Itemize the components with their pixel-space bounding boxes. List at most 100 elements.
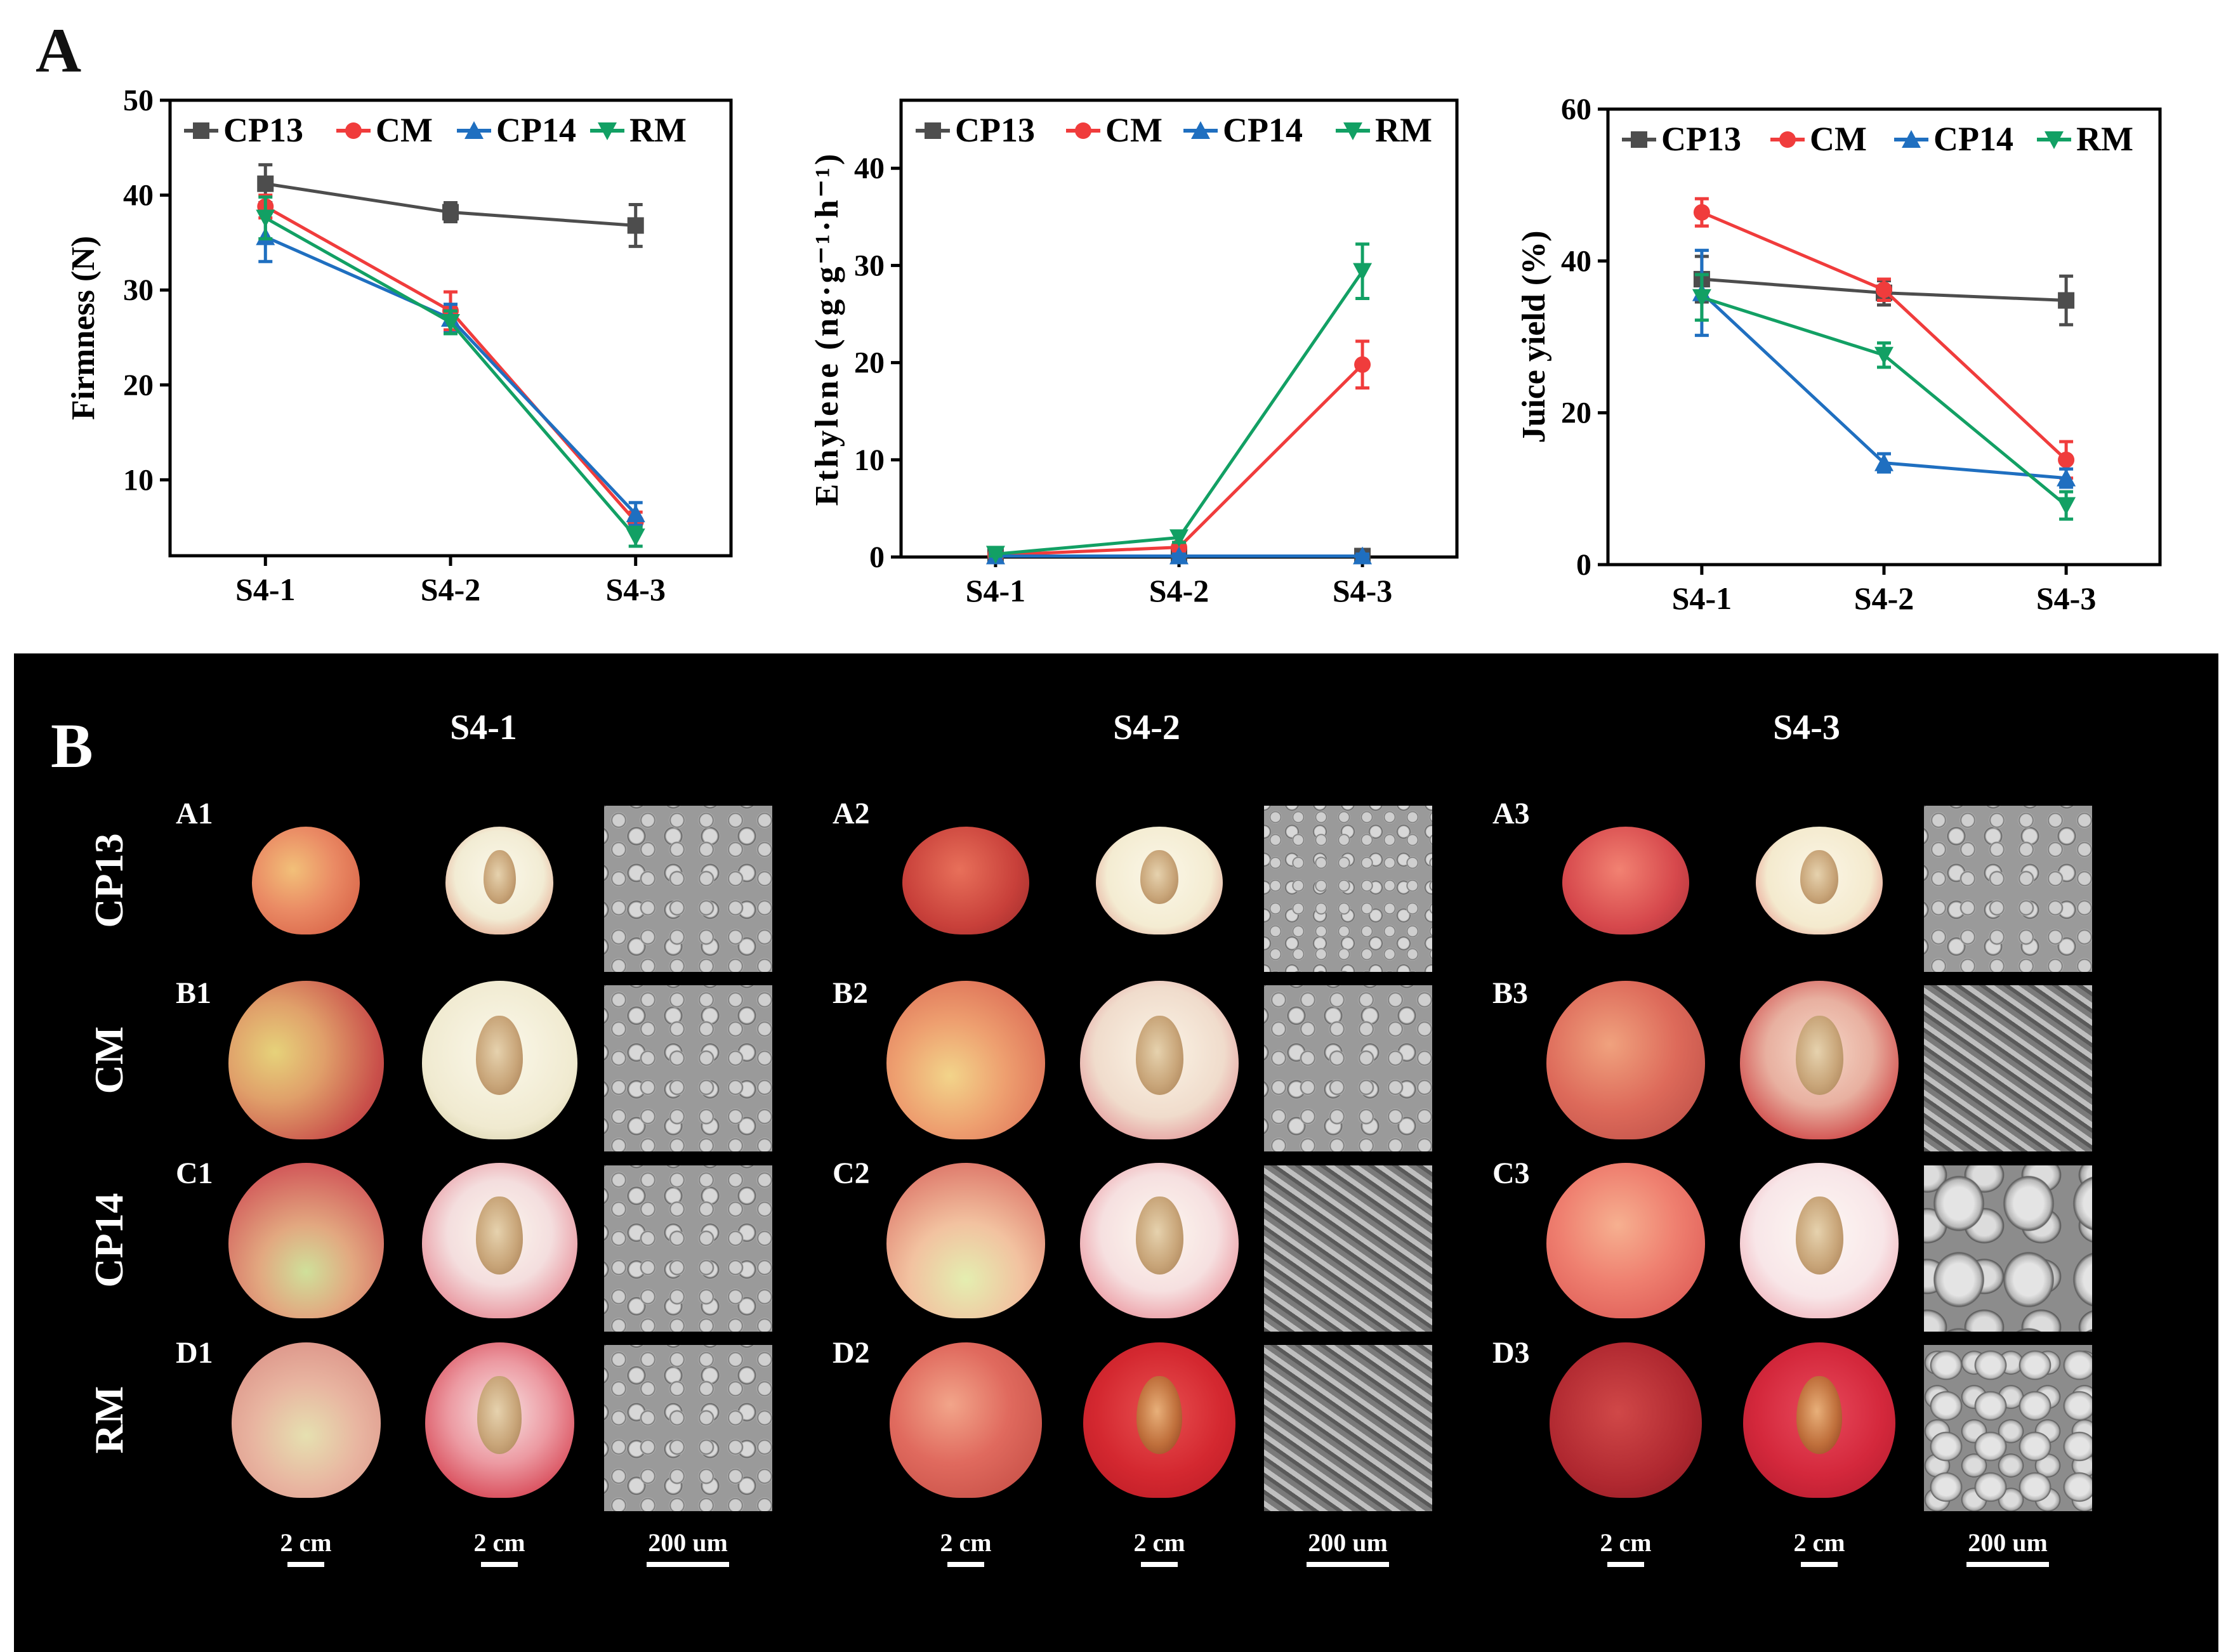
halved-fruit-photo xyxy=(1740,1162,1899,1318)
row-label-cp13: CP13 xyxy=(86,833,131,928)
data-point xyxy=(1353,546,1373,565)
y-axis-label: Ethylene (ng·g⁻¹·h⁻¹) xyxy=(809,152,845,506)
sem-micrograph xyxy=(1924,1345,2092,1511)
scale-sem-label: 200 um xyxy=(1308,1528,1388,1557)
halved-fruit-photo xyxy=(1096,827,1223,934)
y-tick-label: 50 xyxy=(123,84,154,117)
scale-fruit-label: 2 cm xyxy=(280,1528,332,1557)
series-line xyxy=(265,216,637,538)
fruit-pit xyxy=(1795,1016,1843,1095)
data-point xyxy=(441,314,460,332)
x-tick-label: S4-2 xyxy=(1854,580,1914,616)
data-point xyxy=(442,204,459,221)
series-line xyxy=(1701,291,2067,480)
sample-label: D2 xyxy=(833,1336,870,1370)
data-point xyxy=(256,209,275,228)
y-axis-label: Firmness (N) xyxy=(65,236,102,420)
y-tick-label: 40 xyxy=(123,179,154,213)
fruit-pit xyxy=(1140,850,1178,905)
y-tick-label: 30 xyxy=(123,273,154,307)
sample-label: A3 xyxy=(1492,797,1530,830)
whole-fruit-photo xyxy=(886,981,1045,1139)
scale-half-label: 2 cm xyxy=(1133,1528,1185,1557)
legend-label: CM xyxy=(376,111,433,149)
legend-marker xyxy=(193,122,209,139)
x-tick-label: S4-1 xyxy=(1672,580,1732,616)
y-tick-label: 0 xyxy=(869,541,885,574)
x-tick-label: S4-1 xyxy=(235,572,295,607)
halved-fruit-photo xyxy=(421,981,577,1139)
sem-micrograph xyxy=(604,1345,772,1511)
scale-sem-bar xyxy=(1307,1562,1389,1567)
data-point xyxy=(626,528,645,547)
sample-label: C3 xyxy=(1492,1157,1530,1190)
scale-sem-label: 200 um xyxy=(1968,1528,2048,1557)
whole-fruit-photo xyxy=(231,1342,381,1498)
plot-frame xyxy=(1606,107,2162,567)
scale-fruit-bar xyxy=(947,1562,984,1567)
whole-fruit-photo xyxy=(1562,827,1689,934)
sem-micrograph xyxy=(604,1165,772,1332)
fruit-pit xyxy=(1136,1376,1182,1454)
fruit-pit xyxy=(477,1376,522,1454)
chart-ethylene: 0 10 20 30 40 S4-1 S4-2 S4-3 Ethylene (ng·g⁻¹·h⁻… xyxy=(809,98,1459,608)
legend-marker xyxy=(925,122,941,139)
legend-label: CM xyxy=(1810,120,1867,158)
series-rm: RM xyxy=(985,111,1432,564)
legend-marker xyxy=(1779,131,1796,148)
y-tick-label: 10 xyxy=(123,463,154,497)
y-tick-label: 0 xyxy=(1576,548,1591,582)
whole-fruit-photo xyxy=(228,981,384,1139)
fruit-pit xyxy=(1135,1016,1183,1095)
y-tick-label: 30 xyxy=(854,249,885,282)
legend-label: RM xyxy=(629,111,687,149)
data-point xyxy=(627,217,644,234)
legend-label: CP13 xyxy=(223,111,303,149)
charts-svg: 10 20 30 40 50 S4-1 S4-2 S4-3 Firmness (N) CP13 CM… xyxy=(65,84,2162,616)
data-point xyxy=(1354,356,1371,373)
chart-area: 10 20 30 40 50 S4-1 S4-2 S4-3 Firmness (N) CP13 CM… xyxy=(0,0,2226,634)
halved-fruit-photo xyxy=(1740,981,1899,1139)
sem-micrograph xyxy=(604,806,772,972)
whole-fruit-photo xyxy=(890,1342,1042,1498)
legend-label: CP14 xyxy=(1223,111,1303,149)
series-line xyxy=(1701,211,2067,461)
series-line xyxy=(995,363,1364,557)
data-point xyxy=(626,504,645,523)
stage-label-s4-2: S4-2 xyxy=(1113,708,1180,747)
data-point xyxy=(2057,468,2076,487)
sample-label: A2 xyxy=(833,797,870,830)
data-point xyxy=(2058,292,2075,309)
whole-fruit-photo xyxy=(252,827,360,934)
whole-fruit-photo xyxy=(886,1162,1045,1318)
data-point xyxy=(257,175,274,192)
fruit-pit xyxy=(483,850,516,905)
sem-micrograph xyxy=(1924,985,2092,1151)
halved-fruit-photo xyxy=(445,827,553,934)
legend-label: CP14 xyxy=(1933,120,2013,158)
data-point xyxy=(1169,529,1189,547)
data-point xyxy=(1692,289,1711,307)
x-tick-label: S4-1 xyxy=(966,573,1025,608)
scale-fruit-label: 2 cm xyxy=(1600,1528,1652,1557)
fruit-pit xyxy=(476,1196,523,1275)
data-point xyxy=(1874,453,1893,471)
sem-micrograph xyxy=(1264,1345,1432,1511)
scale-fruit-bar xyxy=(1607,1562,1644,1567)
data-point xyxy=(1874,346,1893,365)
panel-b: B S4-1 S4-2 S4-3 CP13 A1 A2 A3 CM B1 B2 B3 CP14 C1 C2… xyxy=(14,653,2218,1652)
series-cp14: CP14 xyxy=(1692,120,2076,489)
data-point xyxy=(1693,204,1710,221)
legend-marker xyxy=(1902,130,1921,148)
data-point xyxy=(2058,451,2075,468)
whole-fruit-photo xyxy=(1546,981,1705,1139)
fruit-pit xyxy=(1795,1196,1843,1275)
x-tick-label: S4-3 xyxy=(605,572,665,607)
halved-fruit-photo xyxy=(1743,1342,1895,1498)
panel-a-label: A xyxy=(36,15,82,86)
y-tick-label: 40 xyxy=(1561,244,1591,278)
legend-marker xyxy=(464,121,484,139)
scale-half-bar xyxy=(1801,1562,1838,1567)
fruit-pit xyxy=(1796,1376,1842,1454)
y-tick-label: 60 xyxy=(1561,93,1591,126)
